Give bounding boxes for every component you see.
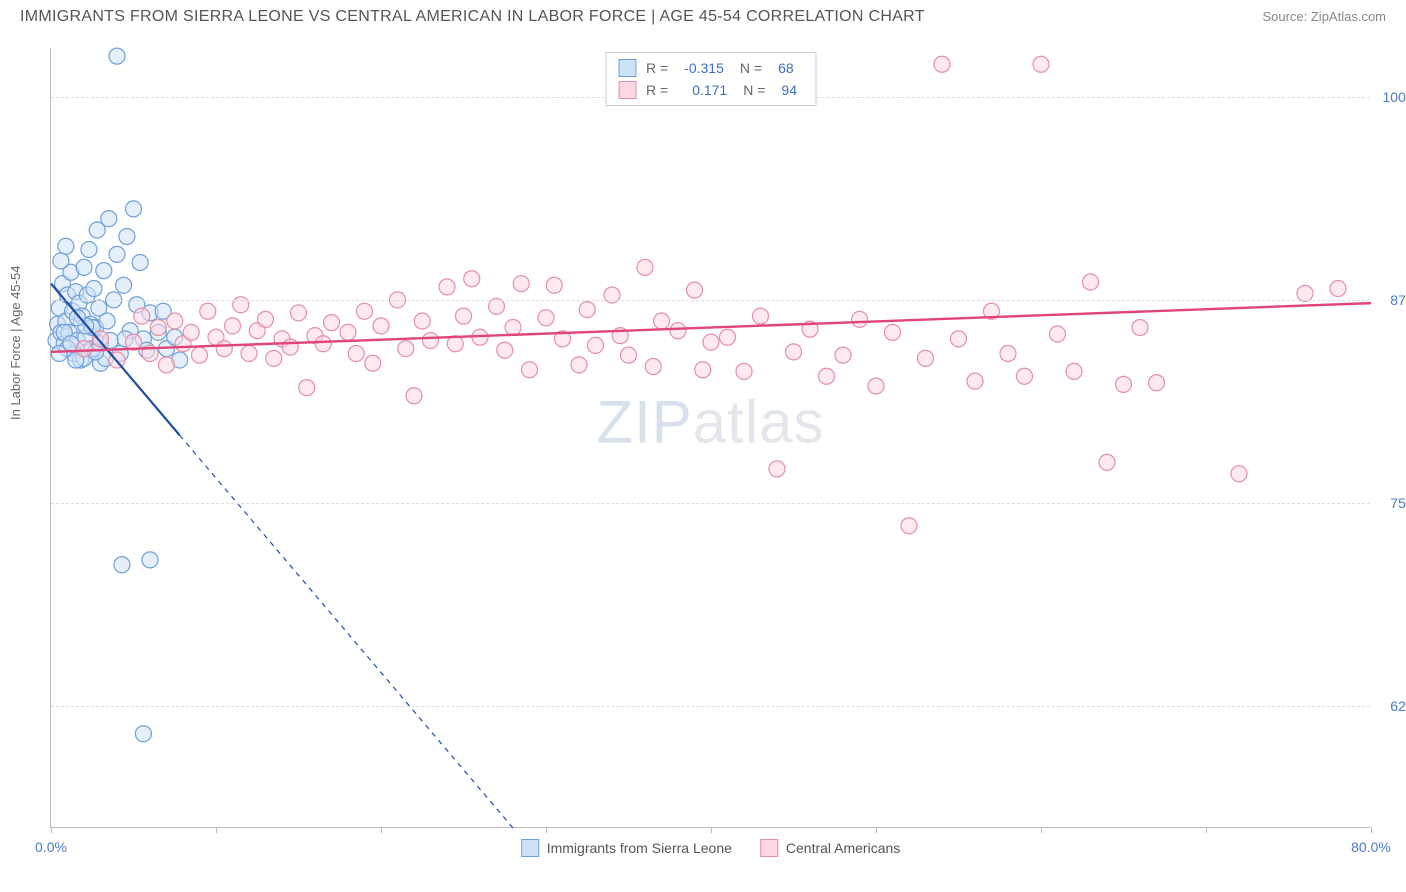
y-tick-label: 75.0% [1390, 495, 1406, 511]
r-value-1: -0.315 [684, 60, 724, 76]
swatch-series-1 [618, 59, 636, 77]
x-tick [1371, 827, 1372, 833]
x-tick [546, 827, 547, 833]
legend-label-2: Central Americans [786, 840, 900, 856]
x-tick [216, 827, 217, 833]
legend-label-1: Immigrants from Sierra Leone [547, 840, 732, 856]
swatch-series-1 [521, 839, 539, 857]
y-tick-label: 100.0% [1383, 89, 1406, 105]
x-tick [51, 827, 52, 833]
gridline [51, 706, 1370, 707]
x-tick [1041, 827, 1042, 833]
r-label: R = [646, 82, 668, 98]
scatter-svg [51, 48, 1370, 827]
gridline [51, 503, 1370, 504]
x-tick-label: 0.0% [35, 839, 67, 855]
swatch-series-2 [760, 839, 778, 857]
legend-item-2: Central Americans [760, 839, 900, 857]
n-value-2: 94 [781, 82, 797, 98]
n-value-1: 68 [778, 60, 794, 76]
y-tick-label: 62.5% [1390, 698, 1406, 714]
correlation-row-1: R = -0.315 N = 68 [618, 57, 803, 79]
y-axis-label: In Labor Force | Age 45-54 [8, 266, 23, 420]
chart-source: Source: ZipAtlas.com [1262, 9, 1386, 24]
n-label: N = [740, 60, 762, 76]
x-tick [381, 827, 382, 833]
gridline [51, 300, 1370, 301]
legend-item-1: Immigrants from Sierra Leone [521, 839, 732, 857]
n-label: N = [743, 82, 765, 98]
x-tick-label: 80.0% [1351, 839, 1391, 855]
correlation-legend: R = -0.315 N = 68 R = 0.171 N = 94 [605, 52, 816, 106]
swatch-series-2 [618, 81, 636, 99]
r-value-2: 0.171 [692, 82, 727, 98]
chart-header: IMMIGRANTS FROM SIERRA LEONE VS CENTRAL … [0, 0, 1406, 30]
x-tick [711, 827, 712, 833]
series-legend: Immigrants from Sierra Leone Central Ame… [521, 839, 901, 857]
r-label: R = [646, 60, 668, 76]
x-tick [876, 827, 877, 833]
correlation-row-2: R = 0.171 N = 94 [618, 79, 803, 101]
chart-plot-area: ZIPatlas R = -0.315 N = 68 R = 0.171 N =… [50, 48, 1370, 828]
x-tick [1206, 827, 1207, 833]
chart-title: IMMIGRANTS FROM SIERRA LEONE VS CENTRAL … [20, 8, 925, 26]
y-tick-label: 87.5% [1390, 292, 1406, 308]
